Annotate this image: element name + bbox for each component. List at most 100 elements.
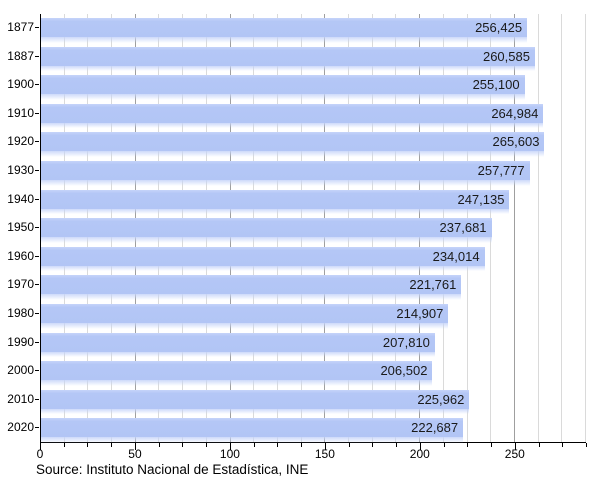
y-axis-label: 2020 — [7, 420, 34, 435]
x-axis-tick-label: 150 — [314, 447, 335, 461]
x-axis-tick — [253, 443, 255, 447]
bar-row: 255,100 — [41, 71, 586, 100]
bar-reflection — [41, 180, 530, 186]
x-axis-tick — [396, 443, 398, 447]
y-axis-label: 1900 — [7, 77, 34, 92]
bar: 207,810 — [41, 332, 435, 352]
y-axis-label: 1910 — [7, 105, 34, 120]
x-axis-tick-label: 200 — [409, 447, 430, 461]
bar-row: 247,135 — [41, 186, 586, 215]
bar-value-label: 225,962 — [417, 391, 465, 407]
bar-row: 221,761 — [41, 271, 586, 300]
gridline-major — [513, 14, 515, 442]
y-axis-tick — [35, 141, 39, 143]
bar-row: 264,984 — [41, 100, 586, 129]
y-axis-tick — [35, 84, 39, 86]
x-axis-tick-label: 250 — [504, 447, 525, 461]
bar-value-label: 257,777 — [477, 163, 525, 178]
x-axis-tick — [443, 443, 445, 447]
x-axis-tick — [158, 443, 160, 447]
y-axis-label: 2010 — [7, 391, 34, 406]
y-axis-tick — [35, 112, 39, 114]
gridline-minor — [585, 14, 586, 442]
bar-row: 256,425 — [41, 14, 586, 43]
bar-value-label: 264,984 — [491, 105, 539, 121]
bar: 264,984 — [41, 103, 544, 123]
plot-area: 256,425 260,585 255,100 264,984 265,603 257,7… — [40, 14, 586, 443]
y-axis-tick — [35, 398, 39, 400]
bar-reflection — [41, 294, 462, 300]
y-axis-label: 1950 — [7, 220, 34, 235]
x-axis-tick — [182, 443, 184, 447]
x-axis-tick — [491, 443, 493, 447]
bar-value-label: 222,687 — [411, 420, 459, 436]
y-axis-tick — [35, 170, 39, 171]
y-axis-tick — [35, 341, 39, 343]
y-axis-labels: 1877 1887 1900 1910 1920 1930 1940 1950 1960 1970… — [0, 14, 34, 443]
bar-row: 260,585 — [41, 43, 586, 72]
bar-reflection — [41, 122, 544, 129]
bar-row: 265,603 — [41, 128, 586, 157]
bar: 265,603 — [41, 132, 545, 152]
x-axis-tick — [514, 443, 516, 450]
x-axis-tick — [467, 443, 469, 447]
y-axis-tick — [35, 313, 39, 314]
bar-reflection — [41, 380, 433, 386]
y-axis-label: 1990 — [7, 334, 34, 349]
y-axis-label: 1940 — [7, 191, 34, 206]
bar-value-label: 234,014 — [432, 248, 480, 264]
bar-reflection — [41, 94, 525, 100]
bar-value-label: 265,603 — [492, 134, 540, 150]
bar-reflection — [41, 65, 535, 72]
bar-row: 234,014 — [41, 243, 586, 272]
bar-value-label: 260,585 — [482, 48, 530, 64]
bar-value-label: 237,681 — [439, 220, 487, 236]
bar-value-label: 207,810 — [382, 334, 430, 350]
bar: 247,135 — [41, 189, 510, 209]
x-axis-tick — [348, 443, 350, 447]
x-axis-tick-label: 50 — [128, 447, 142, 461]
x-axis-tick-label: 0 — [36, 447, 44, 461]
bar-reflection — [41, 437, 464, 443]
y-axis-tick — [35, 27, 39, 28]
x-axis-tick — [229, 443, 231, 450]
y-axis-label: 1887 — [7, 48, 34, 63]
y-axis-tick — [35, 284, 39, 286]
bar: 234,014 — [41, 246, 485, 266]
bar-reflection — [41, 323, 449, 329]
y-axis-label: 1980 — [7, 306, 34, 320]
bar: 257,777 — [41, 161, 530, 180]
y-axis-tick — [35, 370, 39, 372]
bar: 206,502 — [41, 361, 433, 381]
x-axis-ticks — [40, 443, 587, 451]
bar-reflection — [41, 351, 435, 358]
bar: 256,425 — [41, 18, 528, 37]
bar-row: 207,810 — [41, 329, 586, 358]
x-axis-tick — [586, 443, 587, 447]
x-axis-tick — [111, 443, 113, 447]
gridline-minor — [561, 14, 563, 442]
bar: 237,681 — [41, 218, 492, 238]
bar-value-label: 256,425 — [475, 20, 523, 35]
bar: 222,687 — [41, 418, 464, 438]
gridline-minor — [537, 14, 539, 442]
y-axis-tick — [35, 55, 39, 57]
y-axis-tick — [35, 227, 39, 229]
y-axis-label: 1877 — [7, 20, 34, 34]
x-axis-tick-label: 100 — [219, 447, 240, 461]
bar: 221,761 — [41, 275, 462, 295]
x-axis-tick — [324, 443, 326, 450]
x-axis-tick — [301, 443, 303, 447]
y-axis-ticks — [35, 14, 40, 443]
source-caption: Source: Instituto Nacional de Estadístic… — [36, 462, 309, 477]
x-axis-tick — [206, 443, 208, 447]
x-axis-tick — [40, 443, 41, 450]
bar-row: 257,777 — [41, 157, 586, 186]
y-axis-label: 1920 — [7, 134, 34, 149]
bar-value-label: 221,761 — [409, 277, 457, 293]
bar-reflection — [41, 408, 470, 415]
x-axis-tick — [63, 443, 65, 447]
bar-value-label: 255,100 — [472, 77, 520, 93]
y-axis-label: 1930 — [7, 163, 34, 177]
